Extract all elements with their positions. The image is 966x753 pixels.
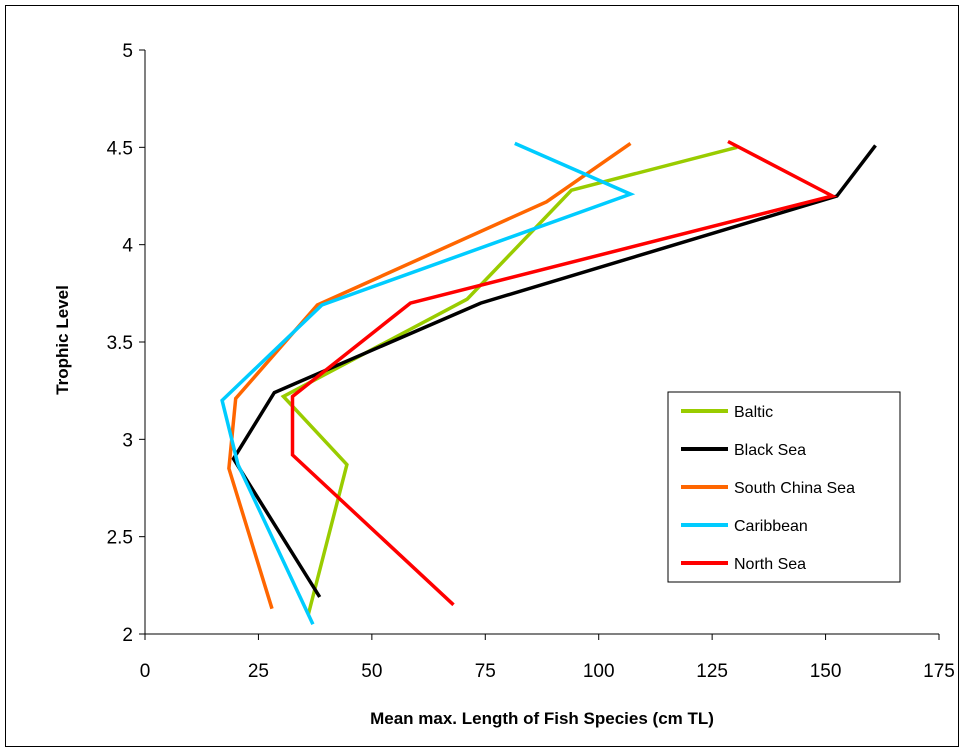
series-line-north-sea bbox=[290, 139, 838, 607]
legend: Baltic Black Sea South China Sea Caribbean N… bbox=[667, 391, 901, 583]
x-tick-label: 0 bbox=[140, 661, 151, 682]
legend-label: South China Sea bbox=[734, 480, 855, 497]
y-tick-label: 4.5 bbox=[107, 138, 133, 159]
y-tick-label: 5 bbox=[122, 41, 133, 62]
legend-label: Caribbean bbox=[734, 518, 808, 535]
x-tick-label: 25 bbox=[248, 661, 269, 682]
chart-frame bbox=[5, 5, 959, 747]
plot-axes: 22.533.544.550 25 50 75 100 125 150 175 bbox=[107, 41, 955, 682]
legend-label: North Sea bbox=[734, 556, 806, 573]
y-tick-label: 3 bbox=[122, 430, 133, 451]
y-axis-title: Trophic Level bbox=[53, 285, 72, 395]
x-axis-title: Mean max. Length of Fish Species (cm TL) bbox=[370, 709, 714, 728]
x-tick-label: 50 bbox=[361, 661, 382, 682]
series-line-caribbean bbox=[220, 141, 636, 626]
legend-label: Baltic bbox=[734, 404, 773, 421]
y-tick-label: 2.5 bbox=[107, 528, 133, 549]
y-tick-label: 4 bbox=[122, 236, 133, 257]
legend-label: Black Sea bbox=[734, 442, 806, 459]
y-tick-label: 3.5 bbox=[107, 333, 133, 354]
series-layer bbox=[220, 139, 877, 626]
x-tick-label: 125 bbox=[696, 661, 728, 682]
y-tick-label: 2 bbox=[122, 625, 133, 646]
x-tick-label: 175 bbox=[923, 661, 955, 682]
series-line-south-china-sea bbox=[227, 141, 632, 610]
x-tick-label: 75 bbox=[475, 661, 496, 682]
x-tick-label: 100 bbox=[583, 661, 615, 682]
x-tick-label: 150 bbox=[810, 661, 842, 682]
